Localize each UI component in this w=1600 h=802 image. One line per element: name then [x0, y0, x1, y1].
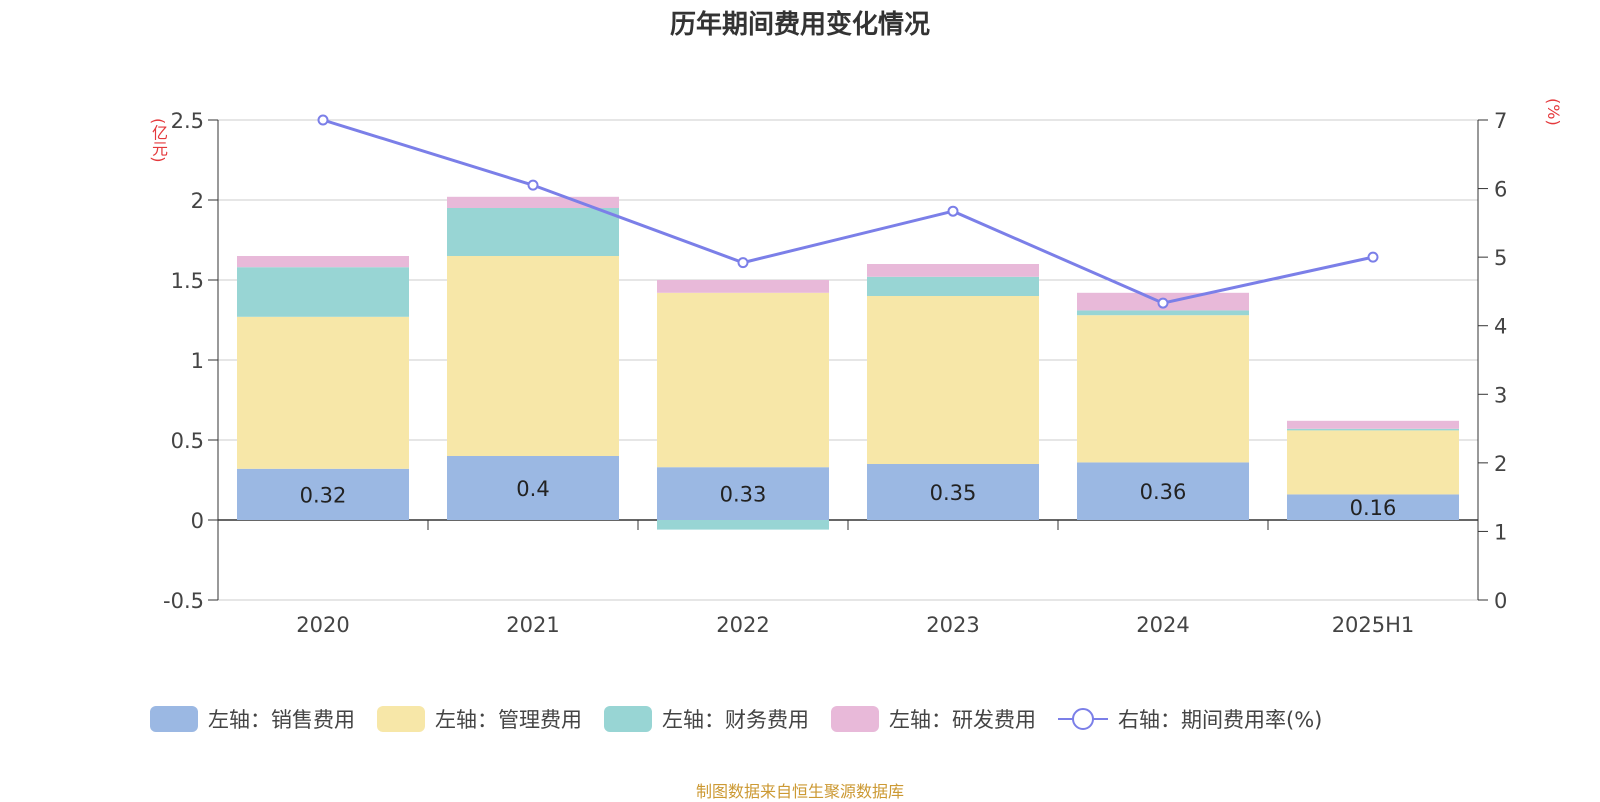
bar-segment — [867, 264, 1039, 277]
bar-segment — [1077, 462, 1249, 520]
right-axis-tick-label: 1 — [1494, 520, 1507, 544]
bar-segment — [867, 276, 1039, 296]
line-point — [1157, 297, 1169, 309]
data-label: 0.4 — [516, 477, 549, 501]
bar-segment — [237, 316, 409, 469]
category-label: 2025H1 — [1332, 613, 1415, 637]
right-axis-tick-label: 7 — [1494, 109, 1507, 133]
right-axis-tick-label: 3 — [1494, 383, 1507, 407]
line-point — [317, 114, 329, 126]
legend-item: 左轴：财务费用 — [604, 704, 809, 734]
bar-segment — [867, 296, 1039, 464]
legend-label: 右轴：期间费用率(%) — [1118, 708, 1323, 732]
bar-segment — [1077, 315, 1249, 463]
data-label: 0.33 — [720, 483, 767, 507]
legend-item: 左轴：研发费用 — [831, 704, 1036, 734]
legend-label: 左轴：管理费用 — [435, 708, 582, 732]
category-label: 2023 — [926, 613, 979, 637]
line-point — [947, 205, 959, 217]
bar-segment — [657, 520, 829, 530]
legend-line-icon — [1058, 708, 1108, 730]
legend-item: 右轴：期间费用率(%) — [1058, 704, 1322, 734]
bar-segment — [657, 280, 829, 293]
legend-item: 左轴：管理费用 — [377, 704, 582, 734]
legend-swatch — [150, 706, 198, 732]
bar-segment — [237, 267, 409, 317]
line-point — [737, 257, 749, 269]
data-label: 0.36 — [1140, 480, 1187, 504]
left-axis-unit: (亿元) — [149, 118, 168, 163]
bar-segment — [447, 208, 619, 256]
legend-label: 左轴：销售费用 — [208, 708, 355, 732]
line-point — [1367, 251, 1379, 263]
bar-segment — [1077, 310, 1249, 316]
bar-segment — [657, 467, 829, 520]
right-axis-tick-label: 4 — [1494, 315, 1507, 339]
legend-swatch — [831, 706, 879, 732]
legend-label: 左轴：财务费用 — [662, 708, 809, 732]
left-axis-tick-label: 2 — [191, 189, 204, 213]
bar-segment — [1287, 430, 1459, 495]
chart-title: 历年期间费用变化情况 — [669, 10, 930, 40]
bar-segment — [447, 256, 619, 456]
line-point — [527, 179, 539, 191]
left-axis-tick-label: 0 — [191, 509, 204, 533]
bar-segment — [447, 456, 619, 520]
legend: 左轴：销售费用 左轴：管理费用 左轴：财务费用 左轴：研发费用 右轴：期间费用率(%) — [150, 704, 1344, 734]
data-label: 0.32 — [300, 483, 347, 507]
left-axis-tick-label: 0.5 — [171, 429, 204, 453]
right-axis-tick-label: 0 — [1494, 589, 1507, 613]
data-label: 0.16 — [1350, 496, 1397, 520]
bar-segment — [237, 256, 409, 268]
right-axis-tick-label: 2 — [1494, 452, 1507, 476]
category-label: 2021 — [506, 613, 559, 637]
legend-label: 左轴：研发费用 — [889, 708, 1036, 732]
left-axis-tick-label: 2.5 — [171, 109, 204, 133]
bar-segment — [1287, 494, 1459, 520]
bar-segment — [237, 468, 409, 520]
line-series — [322, 118, 1374, 305]
legend-swatch — [377, 706, 425, 732]
right-axis-unit: (%) — [1544, 98, 1563, 126]
left-axis-tick-label: 1 — [191, 349, 204, 373]
source-note: 制图数据来自恒生聚源数据库 — [695, 782, 904, 801]
category-label: 2020 — [296, 613, 349, 637]
bar-segment — [867, 464, 1039, 520]
legend-swatch — [604, 706, 652, 732]
bar-segment — [1287, 428, 1459, 431]
category-label: 2022 — [716, 613, 769, 637]
bar-segment — [447, 196, 619, 208]
category-label: 2024 — [1136, 613, 1189, 637]
left-axis-tick-label: 1.5 — [171, 269, 204, 293]
data-label: 0.35 — [930, 481, 977, 505]
legend-item: 左轴：销售费用 — [150, 704, 355, 734]
right-axis-tick-label: 5 — [1494, 246, 1507, 270]
right-axis-tick-label: 6 — [1494, 178, 1507, 202]
bar-segment — [1287, 420, 1459, 429]
left-axis-tick-label: -0.5 — [163, 589, 204, 613]
bar-segment — [657, 292, 829, 468]
